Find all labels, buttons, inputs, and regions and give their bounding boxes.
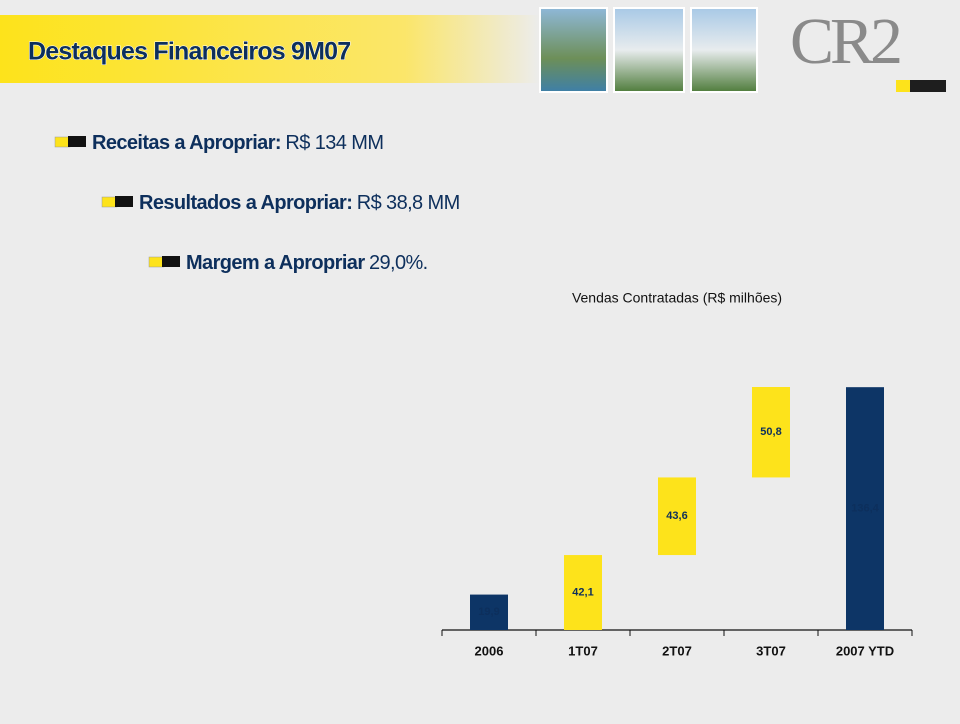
- slide-title: Destaques Financeiros 9M07: [28, 38, 350, 66]
- bullet-text: Margem a Apropriar 29,0%.: [186, 252, 428, 274]
- title-band: [0, 15, 540, 83]
- bullet-label: Receitas a Apropriar:: [92, 132, 281, 154]
- bullet-icon: [68, 136, 86, 147]
- value-label: 42,1: [572, 586, 593, 598]
- value-label: 50,8: [760, 426, 781, 438]
- bullet-value: R$ 134 MM: [285, 132, 383, 154]
- x-tick-label: 2T07: [662, 643, 692, 658]
- photo: [613, 7, 685, 93]
- logo: CR2: [790, 5, 900, 78]
- bullet-icon: [101, 196, 118, 208]
- x-tick-label: 2006: [475, 643, 504, 658]
- photo: [690, 7, 758, 93]
- bar: [752, 387, 790, 478]
- x-tick-label: 1T07: [568, 643, 598, 658]
- bullet-label: Margem a Apropriar: [186, 252, 365, 274]
- bullet-text: Receitas a Apropriar: R$ 134 MM: [92, 132, 383, 154]
- bar: [846, 387, 884, 630]
- value-label: 43,6: [666, 510, 687, 522]
- bar: [470, 594, 508, 630]
- bar: [658, 477, 696, 556]
- photo: [539, 7, 608, 93]
- bullet-icon: [148, 256, 165, 268]
- bullet-icon: [162, 256, 180, 267]
- bullet-value: R$ 38,8 MM: [357, 192, 460, 214]
- value-label: 136,4: [851, 502, 879, 514]
- x-tick-label: 2007 YTD: [836, 643, 894, 658]
- bullet-label: Resultados a Apropriar:: [139, 192, 352, 214]
- x-tick-label: 3T07: [756, 643, 786, 658]
- bar: [564, 555, 602, 630]
- bullet-value: 29,0%.: [369, 252, 428, 274]
- bullet-icon: [115, 196, 133, 207]
- bullet-text: Resultados a Apropriar: R$ 38,8 MM: [139, 192, 460, 214]
- value-label: 19,9: [478, 606, 499, 618]
- bullet-icon: [54, 136, 71, 148]
- logo-bar: [896, 80, 910, 92]
- chart-title: Vendas Contratadas (R$ milhões): [572, 290, 782, 306]
